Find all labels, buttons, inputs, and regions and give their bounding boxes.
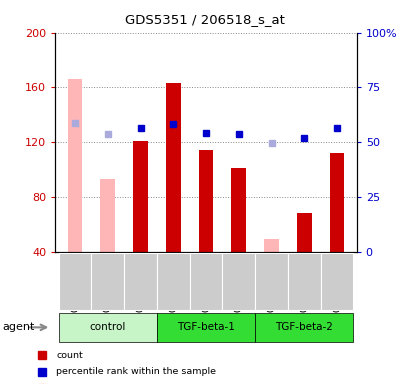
FancyBboxPatch shape xyxy=(91,253,124,310)
Bar xyxy=(198,150,213,252)
Bar xyxy=(231,168,245,252)
Bar xyxy=(67,79,82,252)
Bar xyxy=(100,179,115,252)
Bar xyxy=(329,153,344,252)
FancyBboxPatch shape xyxy=(124,253,157,310)
Text: control: control xyxy=(89,322,126,333)
FancyBboxPatch shape xyxy=(157,313,254,342)
Text: TGF-beta-2: TGF-beta-2 xyxy=(275,322,333,333)
FancyBboxPatch shape xyxy=(222,253,254,310)
FancyBboxPatch shape xyxy=(254,313,353,342)
Text: GDS5351 / 206518_s_at: GDS5351 / 206518_s_at xyxy=(125,13,284,26)
Bar xyxy=(263,239,278,252)
FancyBboxPatch shape xyxy=(254,253,287,310)
FancyBboxPatch shape xyxy=(287,253,320,310)
Bar xyxy=(296,213,311,252)
Text: agent: agent xyxy=(2,322,34,333)
Text: count: count xyxy=(56,351,83,360)
FancyBboxPatch shape xyxy=(157,253,189,310)
FancyBboxPatch shape xyxy=(58,253,91,310)
FancyBboxPatch shape xyxy=(58,313,157,342)
FancyBboxPatch shape xyxy=(189,253,222,310)
Text: percentile rank within the sample: percentile rank within the sample xyxy=(56,367,216,376)
FancyBboxPatch shape xyxy=(320,253,353,310)
Bar xyxy=(133,141,148,252)
Text: TGF-beta-1: TGF-beta-1 xyxy=(177,322,234,333)
Bar xyxy=(166,83,180,252)
